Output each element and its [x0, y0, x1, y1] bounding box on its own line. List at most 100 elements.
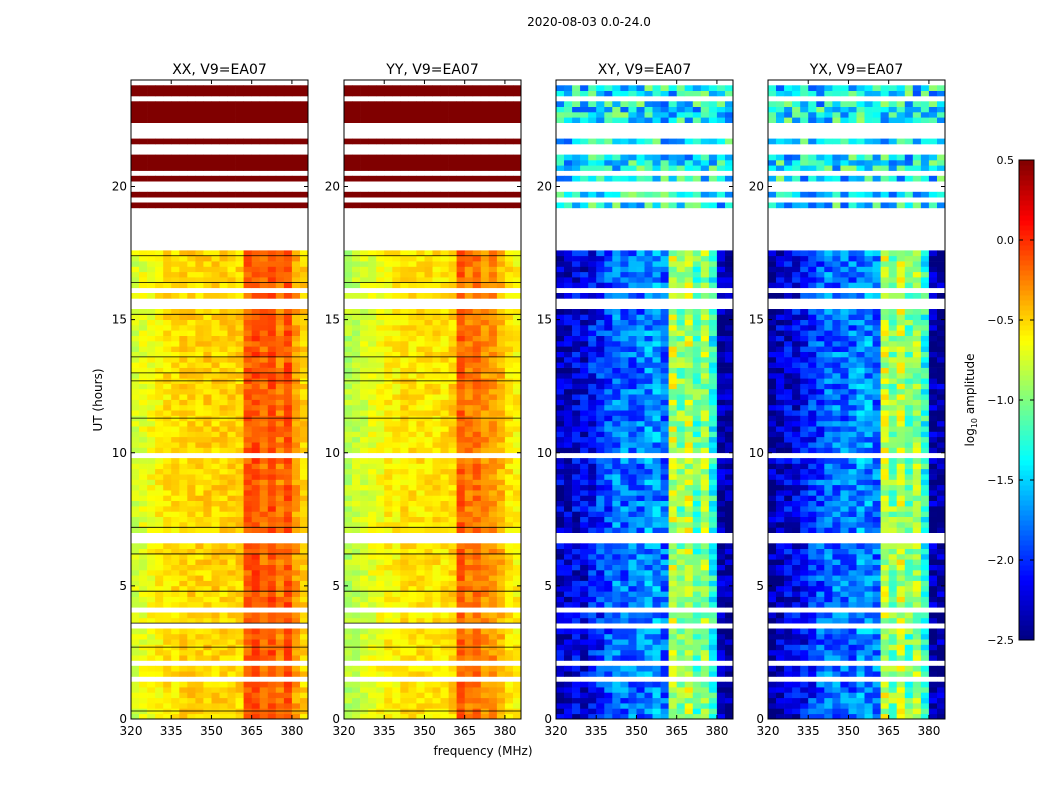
- heatmap-cell: [212, 517, 220, 523]
- heatmap-cell: [252, 591, 260, 597]
- heatmap-cell: [425, 591, 433, 597]
- heatmap-cell: [457, 341, 465, 347]
- heatmap-cell: [244, 256, 252, 262]
- heatmap-cell: [244, 192, 252, 198]
- heatmap-cell: [171, 517, 179, 523]
- heatmap-cell: [268, 543, 276, 549]
- heatmap-cell: [392, 176, 400, 182]
- heatmap-cell: [179, 272, 187, 278]
- heatmap-cell: [473, 341, 481, 347]
- heatmap-cell: [717, 602, 725, 608]
- heatmap-cell: [131, 703, 139, 709]
- heatmap-cell: [220, 405, 228, 411]
- heatmap-cell: [179, 176, 187, 182]
- heatmap-cell: [392, 256, 400, 262]
- heatmap-cell: [556, 687, 564, 693]
- heatmap-cell: [497, 517, 505, 523]
- heatmap-cell: [465, 352, 473, 358]
- heatmap-cell: [139, 629, 147, 635]
- heatmap-cell: [489, 101, 497, 107]
- heatmap-cell: [139, 389, 147, 395]
- heatmap-cell: [155, 485, 163, 491]
- heatmap-cell: [513, 107, 521, 113]
- heatmap-cell: [473, 176, 481, 182]
- heatmap-cell: [195, 330, 203, 336]
- heatmap-cell: [292, 692, 300, 698]
- heatmap-cell: [368, 479, 376, 485]
- heatmap-cell: [344, 330, 352, 336]
- heatmap-cell: [489, 139, 497, 145]
- heatmap-cell: [155, 586, 163, 592]
- heatmap-cell: [195, 634, 203, 640]
- heatmap-cell: [268, 692, 276, 698]
- heatmap-cell: [645, 501, 653, 507]
- heatmap-cell: [179, 549, 187, 555]
- heatmap-cell: [276, 666, 284, 672]
- heatmap-cell: [300, 511, 308, 517]
- heatmap-cell: [155, 282, 163, 288]
- heatmap-cell: [473, 155, 481, 161]
- heatmap-cell: [139, 447, 147, 453]
- heatmap-cell: [473, 277, 481, 283]
- heatmap-cell: [252, 85, 260, 91]
- heatmap-cell: [596, 559, 604, 565]
- heatmap-cell: [244, 575, 252, 581]
- heatmap-cell: [260, 495, 268, 501]
- heatmap-cell: [276, 112, 284, 118]
- heatmap-cell: [489, 336, 497, 342]
- heatmap-cell: [637, 570, 645, 576]
- heatmap-cell: [384, 597, 392, 603]
- heatmap-cell: [717, 517, 725, 523]
- heatmap-cell: [187, 336, 195, 342]
- heatmap-cell: [392, 634, 400, 640]
- heatmap-cell: [653, 629, 661, 635]
- heatmap-cell: [360, 671, 368, 677]
- heatmap-cell: [572, 474, 580, 480]
- heatmap-cell: [252, 309, 260, 315]
- heatmap-cell: [376, 671, 384, 677]
- heatmap-cell: [368, 458, 376, 464]
- heatmap-cell: [268, 586, 276, 592]
- heatmap-cell: [473, 261, 481, 267]
- heatmap-cell: [620, 474, 628, 480]
- heatmap-cell: [268, 357, 276, 363]
- heatmap-cell: [155, 517, 163, 523]
- heatmap-cell: [392, 511, 400, 517]
- heatmap-cell: [653, 490, 661, 496]
- heatmap-cell: [376, 703, 384, 709]
- heatmap-cell: [212, 309, 220, 315]
- heatmap-cell: [252, 389, 260, 395]
- heatmap-cell: [596, 618, 604, 624]
- heatmap-cell: [368, 155, 376, 161]
- heatmap-cell: [220, 586, 228, 592]
- heatmap-cell: [457, 655, 465, 661]
- heatmap-cell: [187, 698, 195, 704]
- heatmap-cell: [564, 517, 572, 523]
- heatmap-cell: [220, 155, 228, 161]
- heatmap-cell: [163, 336, 171, 342]
- heatmap-cell: [425, 602, 433, 608]
- heatmap-cell: [481, 320, 489, 326]
- heatmap-cell: [163, 155, 171, 161]
- heatmap-cell: [244, 336, 252, 342]
- heatmap-cell: [408, 389, 416, 395]
- heatmap-cell: [131, 671, 139, 677]
- heatmap-cell: [368, 474, 376, 480]
- heatmap-cell: [212, 384, 220, 390]
- heatmap-cell: [481, 373, 489, 379]
- heatmap-cell: [195, 192, 203, 198]
- heatmap-cell: [147, 437, 155, 443]
- heatmap-cell: [155, 506, 163, 512]
- heatmap-cell: [147, 703, 155, 709]
- heatmap-cell: [368, 506, 376, 512]
- heatmap-cell: [400, 320, 408, 326]
- heatmap-cell: [276, 639, 284, 645]
- heatmap-cell: [163, 373, 171, 379]
- heatmap-cell: [139, 597, 147, 603]
- heatmap-cell: [212, 479, 220, 485]
- heatmap-cell: [260, 389, 268, 395]
- heatmap-cell: [187, 474, 195, 480]
- heatmap-cell: [260, 309, 268, 315]
- heatmap-cell: [252, 112, 260, 118]
- heatmap-cell: [725, 613, 733, 619]
